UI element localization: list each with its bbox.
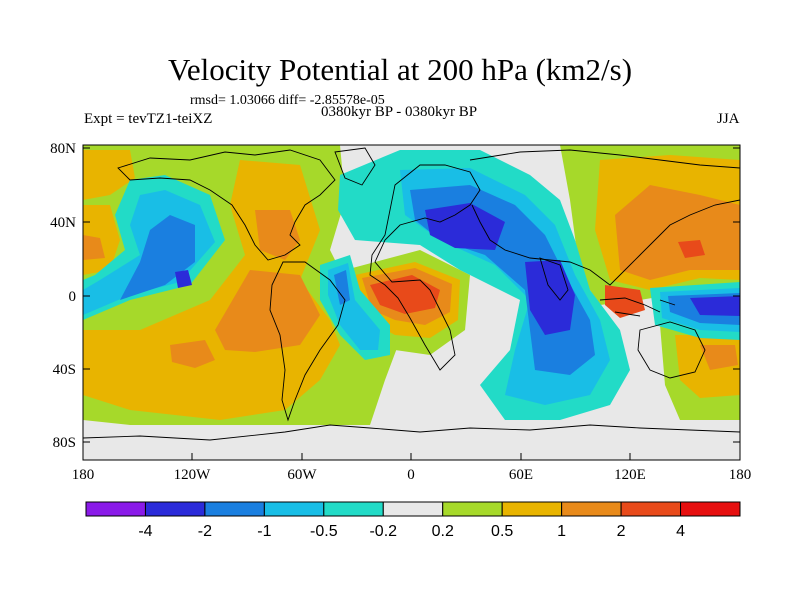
coast-india	[539, 257, 569, 301]
contour-pos-2-westedge	[83, 235, 105, 260]
colorbar-label: -2	[198, 523, 212, 540]
coast-asia	[469, 149, 740, 286]
contour-pos-2-mexico	[255, 210, 300, 260]
contour-pos-05-northpac	[83, 150, 135, 200]
contour-pos-2-asia	[615, 185, 740, 280]
colorbar-box	[204, 501, 265, 517]
lat-label: 80S	[53, 435, 76, 451]
contour-neg-2-eurasia	[425, 203, 505, 250]
coast-north-america	[117, 149, 336, 261]
contour-neg-2-indian	[525, 260, 575, 335]
lon-ticks	[82, 453, 741, 460]
lon-label: 0	[407, 467, 415, 483]
lon-label: 120W	[174, 467, 212, 483]
contour-pos-2-southpac	[170, 340, 215, 368]
coast-maritime	[599, 297, 676, 317]
colorbar-box	[501, 501, 563, 517]
lat-label: 0	[69, 289, 77, 305]
colorbar-box	[382, 501, 444, 517]
contour-neg-2-wpac	[690, 296, 740, 316]
experiment-label: Expt = tevTZ1-teiXZ	[84, 111, 213, 127]
colorbar-box	[144, 501, 206, 517]
colorbar-label: 1	[557, 523, 566, 540]
map-title: Velocity Potential at 200 hPa (km2/s)	[167, 52, 633, 87]
contour-neg-1-atlantic	[334, 270, 350, 305]
lon-label: 120E	[614, 467, 646, 483]
contour-pos-4-africa	[370, 275, 440, 314]
coastlines	[83, 147, 740, 441]
colorbar-label: 0.2	[432, 523, 454, 540]
colorbar-box	[442, 501, 503, 517]
colorbar-label: -0.5	[310, 523, 338, 540]
lon-label: 60E	[509, 467, 533, 483]
colorbar-box	[561, 501, 622, 517]
colorbar	[85, 501, 741, 517]
stats-line: rmsd= 1.03066 diff= -2.85578e-05	[190, 93, 385, 108]
lon-label: 180	[729, 467, 752, 483]
coast-australia	[637, 321, 706, 379]
lat-label: 40S	[53, 362, 76, 378]
contour-pos-4-asia	[605, 285, 645, 318]
colorbar-box	[263, 501, 325, 517]
lat-label: 40N	[50, 215, 76, 231]
colorbar-box	[85, 501, 146, 517]
contour-pos-2-southpac-e	[700, 345, 738, 370]
colorbar-box	[620, 501, 682, 517]
colorbar-label: -4	[138, 523, 152, 540]
contour-pos-4-pacific	[678, 240, 705, 258]
coast-antarctica	[83, 424, 740, 441]
season-label: JJA	[717, 111, 740, 127]
colorbar-box	[323, 501, 384, 517]
lat-ticks	[83, 147, 740, 443]
lon-label: 60W	[287, 467, 317, 483]
contour-neg-1-pacific	[120, 215, 195, 300]
contour-fields	[83, 145, 740, 460]
colorbar-label: 4	[676, 523, 685, 540]
lat-label: 80N	[50, 141, 76, 157]
colorbar-label: 2	[617, 523, 626, 540]
coast-greenland	[334, 147, 376, 186]
contour-pos-2-americas	[215, 270, 320, 352]
colorbar-label: 0.5	[491, 523, 513, 540]
colorbar-label: -1	[257, 523, 271, 540]
coast-europe-africa	[369, 164, 481, 371]
lon-label: 180	[72, 467, 95, 483]
colorbar-label: -0.2	[369, 523, 397, 540]
colorbar-box	[680, 501, 741, 517]
contour-neg-2-pacific	[175, 270, 192, 288]
colorbar-labels: -4 -2 -1 -0.5 -0.2 0.2 0.5 1 2 4	[138, 523, 685, 540]
period-label: 0380kyr BP - 0380kyr BP	[321, 104, 478, 120]
coast-south-america	[269, 261, 346, 422]
